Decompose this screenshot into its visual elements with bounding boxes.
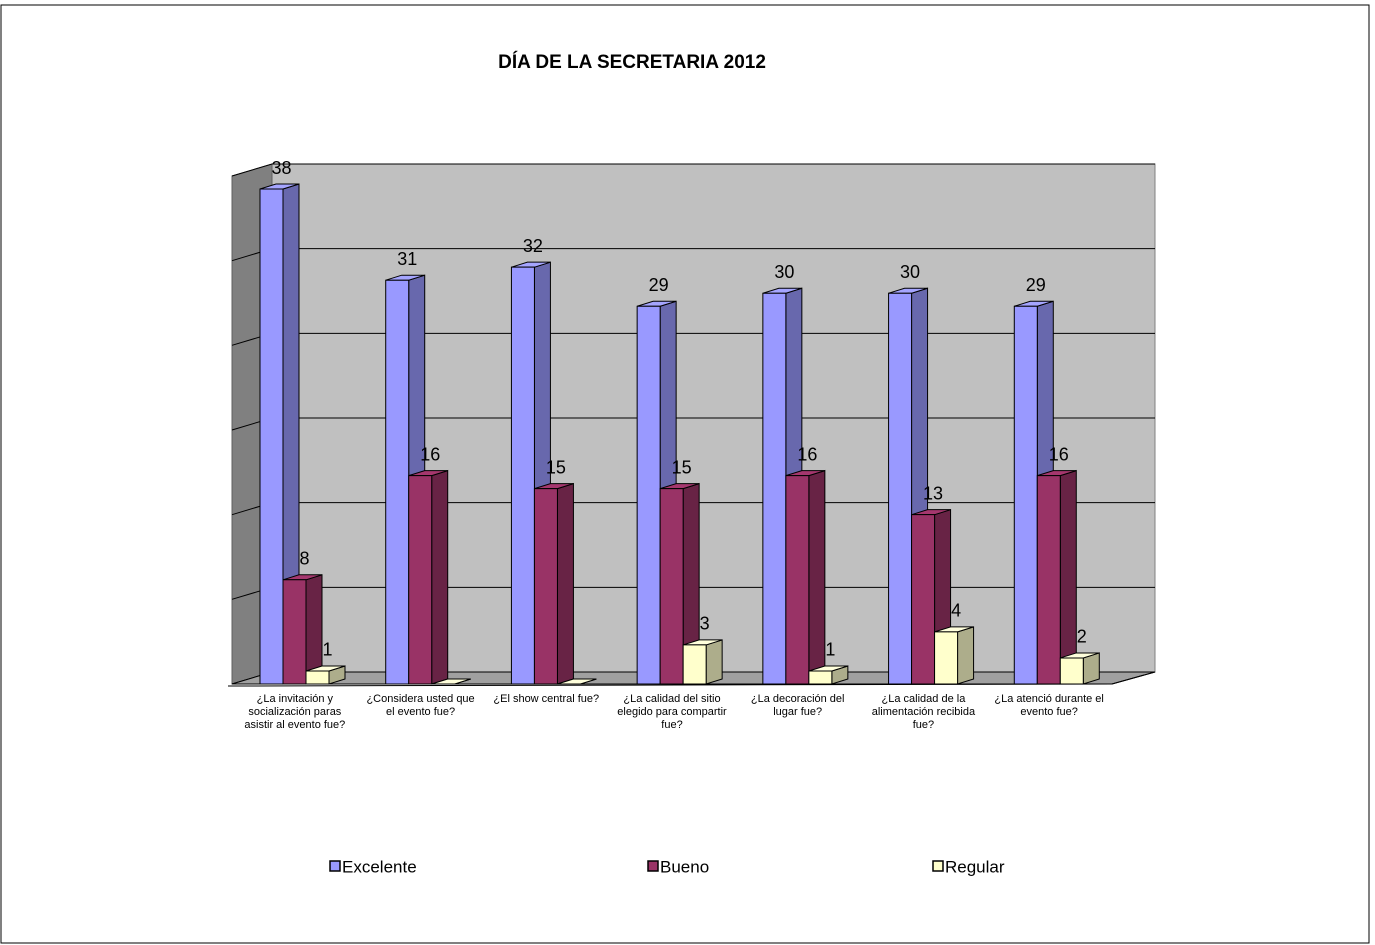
legend-swatch xyxy=(647,860,659,872)
grid-line xyxy=(231,163,1155,177)
value-label: 1 xyxy=(322,640,332,660)
value-label: 4 xyxy=(951,601,961,621)
value-label: 38 xyxy=(271,158,291,178)
bar xyxy=(305,665,346,685)
legend-label: Regular xyxy=(945,857,1005,876)
value-label: 32 xyxy=(523,236,543,256)
bar xyxy=(282,574,323,685)
bar xyxy=(659,482,700,685)
value-label: 1 xyxy=(825,640,835,660)
bar xyxy=(1059,652,1100,685)
value-label: 30 xyxy=(900,262,920,282)
bar-front xyxy=(762,292,787,685)
bar-side xyxy=(1059,469,1077,685)
floor-edge xyxy=(227,683,1113,687)
bar xyxy=(408,469,449,685)
x-tick-label: ¿La invitación y socialización paras asi… xyxy=(244,693,346,731)
bar xyxy=(510,261,551,685)
bar xyxy=(934,626,975,685)
value-label: 31 xyxy=(397,249,417,269)
bar-side xyxy=(431,469,449,685)
bar-side xyxy=(808,469,826,685)
floor-edge xyxy=(1111,671,1156,685)
bar-front xyxy=(682,644,707,685)
value-label: 29 xyxy=(1026,275,1046,295)
value-label: 2 xyxy=(1077,627,1087,647)
bar-front xyxy=(808,670,833,685)
bar-front xyxy=(934,631,959,685)
value-label: 3 xyxy=(700,614,710,634)
value-label: 16 xyxy=(1049,444,1069,464)
bar-front xyxy=(259,188,284,685)
bar xyxy=(682,639,723,685)
value-label: 15 xyxy=(546,457,566,477)
bar xyxy=(533,482,574,685)
bar-front xyxy=(1013,305,1038,685)
bar xyxy=(785,469,826,685)
x-tick-label: ¿La atenció durante el evento fue? xyxy=(994,693,1104,718)
legend-swatch xyxy=(932,860,944,872)
bar xyxy=(431,678,471,685)
value-label: 16 xyxy=(420,444,440,464)
chart-title: DÍA DE LA SECRETARIA 2012 xyxy=(498,51,766,73)
bar-front xyxy=(282,579,307,685)
bar-front xyxy=(533,488,558,685)
legend-swatch xyxy=(329,860,341,872)
x-tick-label: ¿La calidad de la alimentación recibida … xyxy=(871,693,976,731)
legend-label: Excelente xyxy=(342,857,417,876)
bar-front xyxy=(659,488,684,685)
bar-front xyxy=(911,514,936,685)
value-label: 16 xyxy=(797,444,817,464)
bar-front xyxy=(385,279,410,685)
value-label: 8 xyxy=(299,549,309,569)
x-tick-label: ¿El show central fue? xyxy=(493,693,600,705)
value-label: 29 xyxy=(649,275,669,295)
bar-front xyxy=(408,475,433,685)
bar-side xyxy=(705,639,723,685)
bar xyxy=(557,678,597,685)
bar-front xyxy=(305,670,330,685)
value-label: 15 xyxy=(672,457,692,477)
value-label: 13 xyxy=(923,483,943,503)
bar xyxy=(1036,469,1077,685)
bar-front xyxy=(636,305,661,685)
bar-front xyxy=(510,266,535,685)
bar-front xyxy=(785,475,810,685)
bar xyxy=(259,183,300,685)
x-tick-label: ¿La decoración del lugar fue? xyxy=(750,693,845,718)
value-label: 30 xyxy=(774,262,794,282)
x-tick-label: ¿La calidad del sitio elegido para compa… xyxy=(617,693,727,731)
bar-side xyxy=(556,482,574,685)
bar-side xyxy=(957,626,975,685)
x-tick-label: ¿Considera usted que el evento fue? xyxy=(366,693,475,718)
legend-label: Bueno xyxy=(660,857,709,876)
bar-front xyxy=(1036,475,1061,685)
bar-front xyxy=(1059,657,1084,685)
bar xyxy=(808,665,849,685)
bar-front xyxy=(888,292,913,685)
